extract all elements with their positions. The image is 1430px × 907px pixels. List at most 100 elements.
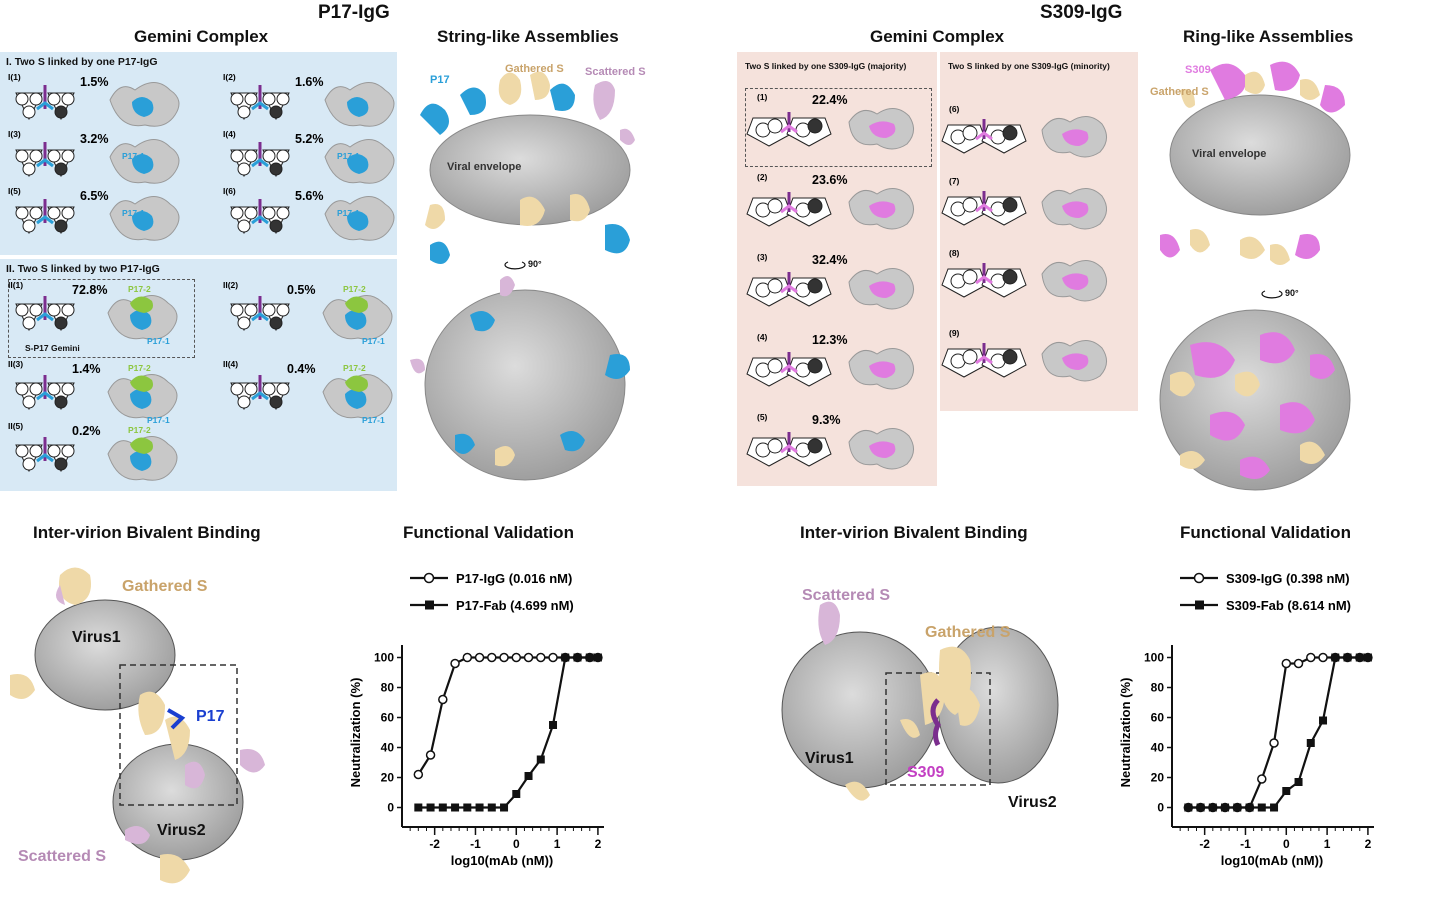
data-point: [1221, 803, 1230, 812]
density-map: [848, 188, 914, 230]
data-point: [1294, 778, 1303, 786]
data-point: [413, 769, 424, 780]
data-point: [463, 803, 472, 812]
data-point: [523, 652, 534, 663]
p17-gemini-title: Gemini Complex: [134, 27, 269, 46]
item-id-label: I(4): [223, 129, 236, 139]
left-virus1-label: Virus1: [72, 629, 121, 646]
string-gathered-label: Gathered S: [505, 63, 564, 75]
item-tag-label: P17-2: [343, 284, 366, 294]
data-point: [438, 803, 447, 812]
gemini-highlight-box: [8, 279, 195, 358]
left-functional-title: Functional Validation: [403, 523, 574, 542]
data-point: [1331, 653, 1340, 662]
ring-rotate-arrow-icon: [1261, 290, 1283, 299]
item-percent-label: 5.6%: [295, 189, 324, 203]
series-line: [418, 656, 598, 809]
data-point: [1257, 803, 1266, 812]
x-tick-label: 0: [1283, 837, 1290, 851]
schematic-diagram: [746, 112, 832, 147]
schematic-diagram: [15, 85, 75, 121]
density-map: [848, 268, 914, 310]
x-axis-label: log10(mAb (nM)): [451, 853, 554, 868]
density-map: [322, 295, 393, 340]
right-binding-highlight-box: [885, 672, 991, 786]
p17-string-title: String-like Assemblies: [437, 27, 619, 46]
data-point: [438, 694, 448, 705]
y-tick-label: 60: [1151, 711, 1165, 725]
legend-entry: S309-IgG (0.398 nM): [1180, 571, 1350, 586]
density-map: [1041, 260, 1107, 302]
item-tag-label: P17-2: [343, 363, 366, 373]
data-point: [487, 652, 497, 663]
legend-entry: P17-IgG (0.016 nM): [410, 571, 572, 586]
item-id-label: I(2): [223, 72, 236, 82]
density-map: [109, 196, 180, 241]
data-point: [1184, 803, 1193, 812]
string-assembly-figure: P17 Gathered S Scattered S Viral envelop…: [410, 63, 646, 481]
schematic-diagram: [746, 352, 832, 387]
right-virus2-label: Virus2: [1008, 794, 1057, 811]
data-point: [462, 652, 473, 663]
data-point: [500, 803, 509, 812]
right-antibody-label: S309: [907, 764, 944, 781]
data-point: [536, 755, 545, 764]
schematic-diagram: [230, 375, 290, 411]
item-tag-label: P17-1: [337, 208, 360, 218]
data-point: [512, 790, 521, 798]
antibody-link-icon: [167, 708, 186, 730]
density-map: [322, 374, 393, 419]
data-point: [1269, 738, 1279, 748]
schematic-diagram: [15, 296, 75, 332]
item-percent-label: 22.4%: [812, 93, 847, 107]
item-id-label: II(5): [8, 421, 23, 431]
s309-highlight-box: [745, 88, 932, 167]
schematic-diagram: [15, 142, 75, 178]
y-tick-label: 60: [381, 711, 395, 725]
item-id-label: (3): [757, 252, 768, 262]
item-id-label: I(6): [223, 186, 236, 196]
data-point: [1319, 716, 1328, 725]
data-point: [561, 653, 570, 662]
density-map: [107, 374, 178, 419]
data-point: [585, 653, 594, 662]
virus1-body: [34, 599, 176, 711]
data-point: [475, 803, 484, 812]
item-id-label: II(1): [8, 280, 23, 290]
gemini-label: S-P17 Gemini: [25, 343, 80, 353]
density-map: [1041, 116, 1107, 158]
density-map: [848, 428, 914, 470]
x-tick-label: -2: [429, 837, 440, 851]
data-point: [450, 658, 460, 669]
right-intervirion-figure: Scattered S Gathered S Virus1 S309 Virus…: [781, 587, 1059, 811]
legend-label: S309-Fab (8.614 nM): [1226, 598, 1351, 613]
item-id-label: II(2): [223, 280, 238, 290]
data-point: [1281, 658, 1292, 669]
data-point: [549, 721, 558, 729]
rotate-arrow-icon: [504, 261, 526, 270]
item-tag-label: P17-1: [147, 336, 170, 346]
s309-link-icon: [930, 698, 941, 747]
x-tick-label: 1: [1324, 837, 1331, 851]
y-axis-label: Neutralization (%): [1118, 678, 1133, 788]
data-point: [1233, 803, 1242, 812]
item-id-label: I(1): [8, 72, 21, 82]
data-point: [548, 652, 558, 663]
item-tag-label: P17-2: [128, 363, 151, 373]
y-tick-label: 80: [381, 681, 395, 695]
schematic-diagram: [230, 199, 290, 235]
item-tag-label: P17-1: [362, 336, 385, 346]
data-point: [499, 652, 509, 663]
item-percent-label: 1.6%: [295, 75, 324, 89]
p17-neutralization-chart: 0 20 40 60 80 100 -2 -1 0 1 2 Neutralization (%) log…: [348, 571, 604, 868]
legend-label: S309-IgG (0.398 nM): [1226, 571, 1350, 586]
data-point: [573, 653, 582, 662]
data-point: [451, 803, 460, 812]
ring-assembly-figure: S309 Gathered S Viral envelope 90°: [1150, 61, 1351, 491]
right-virus1-label: Virus1: [805, 750, 854, 767]
item-id-label: II(3): [8, 359, 23, 369]
s309-gemini-diagrams: (1) 22.4% (2) 23.6% (3) 32.4% (4) 12.3% (5) 9.3% (…: [746, 92, 1107, 470]
ring-gathered-label: Gathered S: [1150, 86, 1209, 98]
density-map: [324, 139, 395, 184]
schematic-diagram: [230, 142, 290, 178]
